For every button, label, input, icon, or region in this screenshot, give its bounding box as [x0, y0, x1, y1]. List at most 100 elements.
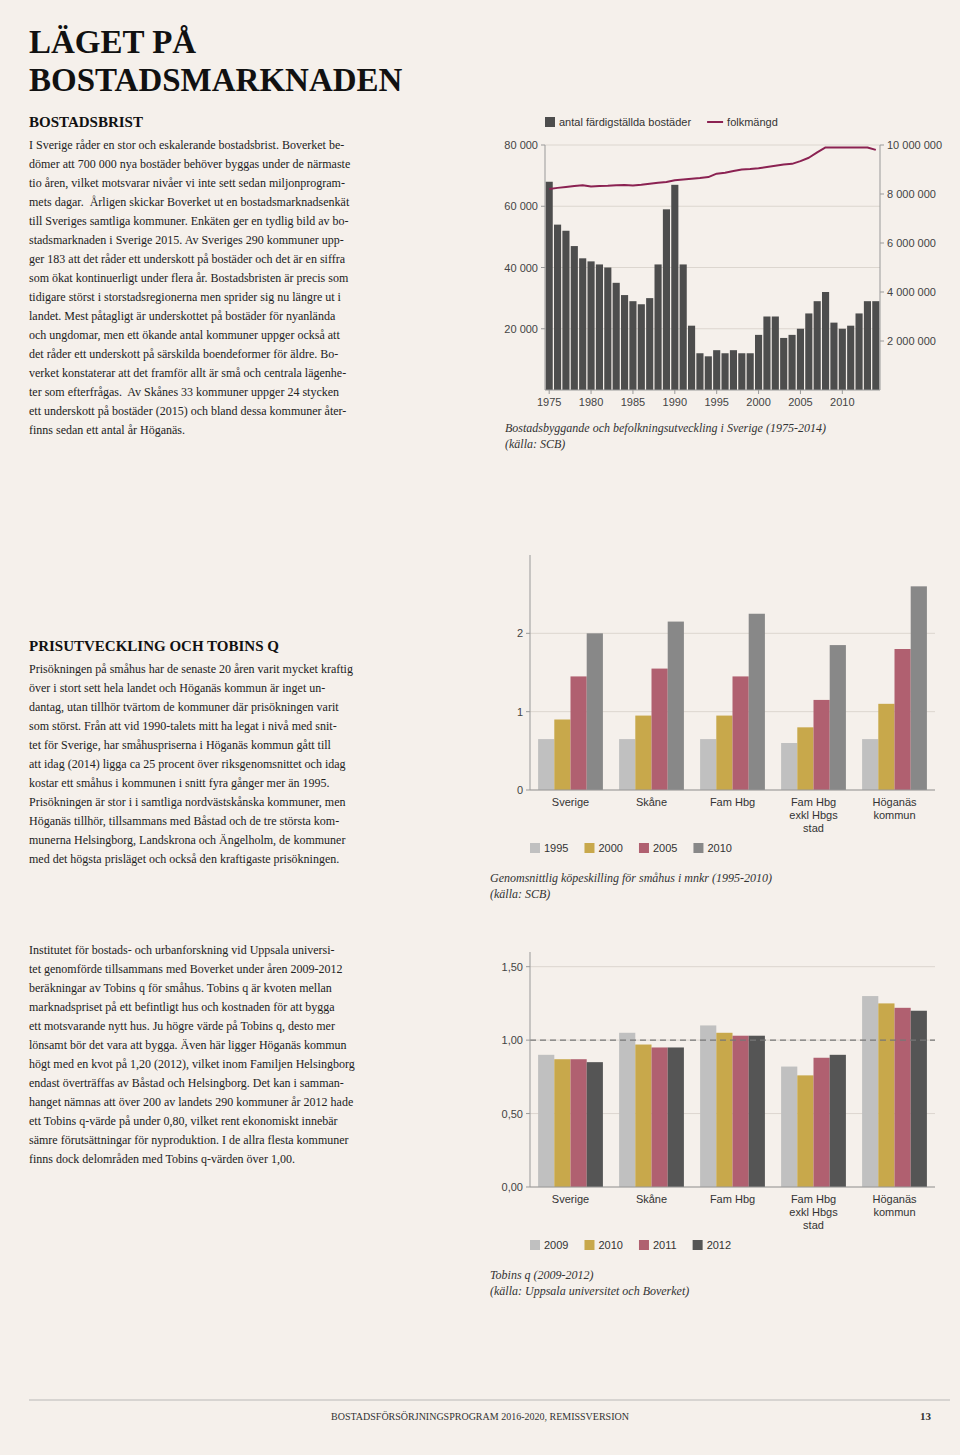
bar: [696, 353, 703, 390]
bar: [587, 1062, 603, 1187]
bar: [878, 704, 894, 790]
x-tick-label: 1985: [621, 396, 645, 408]
y-axis-line: [530, 555, 531, 790]
x-tick-label: Skåne: [636, 796, 667, 808]
legend-swatch: [707, 121, 723, 123]
legend-swatch: [545, 117, 555, 127]
y2-tick: [880, 243, 884, 244]
bar: [895, 649, 911, 790]
y-tick: [541, 267, 545, 268]
y2-tick: [880, 145, 884, 146]
bar: [638, 304, 645, 390]
x-tick-label-line: Fam Hbg: [710, 1193, 755, 1205]
legend-label: 2011: [653, 1239, 677, 1251]
grid-line: [545, 206, 880, 207]
bar: [805, 313, 812, 390]
y-axis-line: [545, 145, 546, 390]
grid-line: [530, 790, 935, 791]
footer-text: BOSTADSFÖRSÖRJNINGSPROGRAM 2016-2020, RE…: [331, 1411, 629, 1422]
x-tick-label-line: Fam Hbg: [791, 1193, 836, 1205]
bar: [755, 335, 762, 390]
x-axis-line: [530, 1187, 935, 1188]
legend-swatch: [639, 1240, 649, 1250]
bar: [713, 350, 720, 390]
footer-rule: [29, 1400, 950, 1401]
y2-tick: [880, 341, 884, 342]
x-tick-label: Höganäskommun: [872, 1193, 917, 1218]
bar: [830, 645, 846, 790]
bar: [749, 1036, 765, 1187]
y-tick: [526, 1187, 530, 1188]
bar: [587, 633, 603, 790]
chart-caption-source: (källa: SCB): [505, 437, 565, 451]
bar: [830, 1055, 846, 1187]
legend-swatch: [584, 843, 594, 853]
x-tick-label: 1980: [579, 396, 603, 408]
legend-label: 2012: [707, 1239, 731, 1251]
y-tick: [541, 206, 545, 207]
legend-label: 2000: [598, 842, 622, 854]
x-tick-label: 1975: [537, 396, 561, 408]
y-tick-label: 1: [517, 706, 523, 718]
x-tick-label: Skåne: [636, 1193, 667, 1205]
bar: [680, 264, 687, 390]
bar: [700, 1025, 716, 1187]
x-tick-label-line: Fam Hbg: [710, 796, 755, 808]
bar: [688, 326, 695, 390]
chart: 012SverigeSkåneFam HbgFam Hbgexkl Hbgsst…: [490, 555, 935, 901]
bar: [579, 258, 586, 390]
page-number: 13: [920, 1410, 932, 1422]
bar: [797, 329, 804, 390]
x-tick-label-line: Skåne: [636, 796, 667, 808]
bar: [733, 676, 749, 790]
grid-line: [545, 328, 880, 329]
section-text: Prisökningen på småhus har de senaste 20…: [29, 660, 459, 869]
y-tick-label: 2: [517, 627, 523, 639]
chart-caption-source: (källa: SCB): [490, 887, 550, 901]
legend-label: folkmängd: [727, 116, 778, 128]
y-tick-label: 60 000: [504, 200, 538, 212]
bar: [668, 1047, 684, 1187]
bar: [652, 669, 668, 790]
x-tick: [758, 390, 759, 394]
legend-swatch: [584, 1240, 594, 1250]
bar: [700, 739, 716, 790]
bar: [789, 335, 796, 390]
bar: [814, 1058, 830, 1187]
legend-label: 1995: [544, 842, 568, 854]
bar: [856, 313, 863, 390]
y2-tick-label: 10 000 000: [887, 139, 942, 151]
bar: [604, 268, 611, 391]
bar: [872, 301, 879, 390]
x-tick: [842, 390, 843, 394]
x-tick-label: 1990: [663, 396, 687, 408]
y-tick: [526, 1040, 530, 1041]
x-tick-label: Fam Hbg: [710, 796, 755, 808]
bar: [716, 1033, 732, 1187]
section-text: Institutet för bostads- och urbanforskni…: [29, 941, 459, 1169]
y2-tick: [880, 292, 884, 293]
bar: [864, 301, 871, 390]
x-tick-label-line: Höganäs: [872, 1193, 917, 1205]
y-tick: [541, 328, 545, 329]
bar: [635, 1045, 651, 1187]
section-text: I Sverige råder en stor och eskalerande …: [29, 136, 459, 440]
y-tick-label: 1,00: [502, 1034, 523, 1046]
bar: [646, 298, 653, 390]
reference-line: [530, 1040, 935, 1041]
bar: [814, 700, 830, 790]
bar: [562, 231, 569, 390]
bar: [747, 353, 754, 390]
x-tick: [591, 390, 592, 394]
bar: [781, 743, 797, 790]
y2-tick-label: 6 000 000: [887, 237, 936, 249]
page-title: BOSTADSMARKNADEN: [29, 64, 402, 97]
bar: [733, 1036, 749, 1187]
x-tick-label-line: exkl Hbgs: [789, 1206, 838, 1218]
grid-line: [530, 1040, 935, 1041]
x-tick-label-line: exkl Hbgs: [789, 809, 838, 821]
x-tick-label-line: kommun: [873, 809, 915, 821]
x-tick: [800, 390, 801, 394]
bar: [738, 353, 745, 390]
x-tick-label: Höganäskommun: [872, 796, 917, 821]
